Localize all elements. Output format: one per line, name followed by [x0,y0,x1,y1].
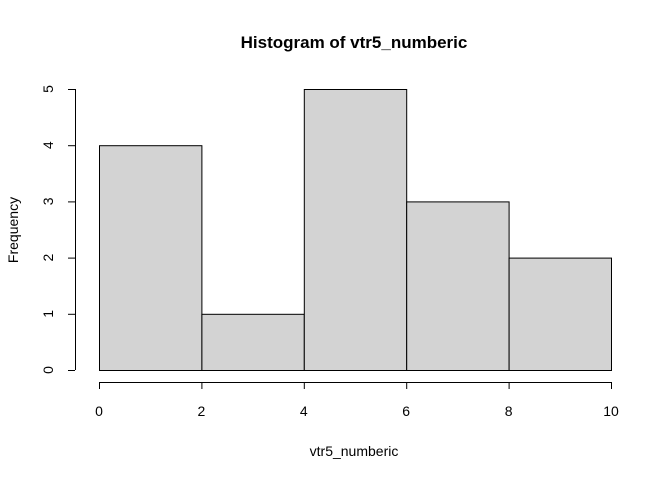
x-tick-label: 0 [95,403,103,419]
y-tick-label: 0 [40,366,56,374]
y-tick-label: 4 [40,141,56,149]
y-axis-label: Frequency [5,197,21,263]
bars-group [99,89,613,372]
histogram-bar [99,145,203,371]
x-tick-label: 2 [198,403,206,419]
x-tick-label: 10 [603,403,619,419]
y-tick-label: 5 [40,85,56,93]
x-tick-label: 4 [300,403,308,419]
y-tick-label: 2 [40,253,56,261]
x-tick-label: 8 [505,403,513,419]
y-tick-label: 3 [40,197,56,205]
x-axis: 0 2 4 6 8 10 [95,382,619,419]
y-tick-label: 1 [40,310,56,318]
chart-title: Histogram of vtr5_numberic [241,33,468,52]
histogram-bar [303,89,408,371]
histogram-bar [201,313,305,371]
x-tick-label: 6 [402,403,410,419]
y-axis: 0 1 2 3 4 5 [40,85,76,374]
x-axis-label: vtr5_numberic [310,443,399,459]
histogram-bar [406,201,510,371]
histogram-bar [508,257,613,372]
